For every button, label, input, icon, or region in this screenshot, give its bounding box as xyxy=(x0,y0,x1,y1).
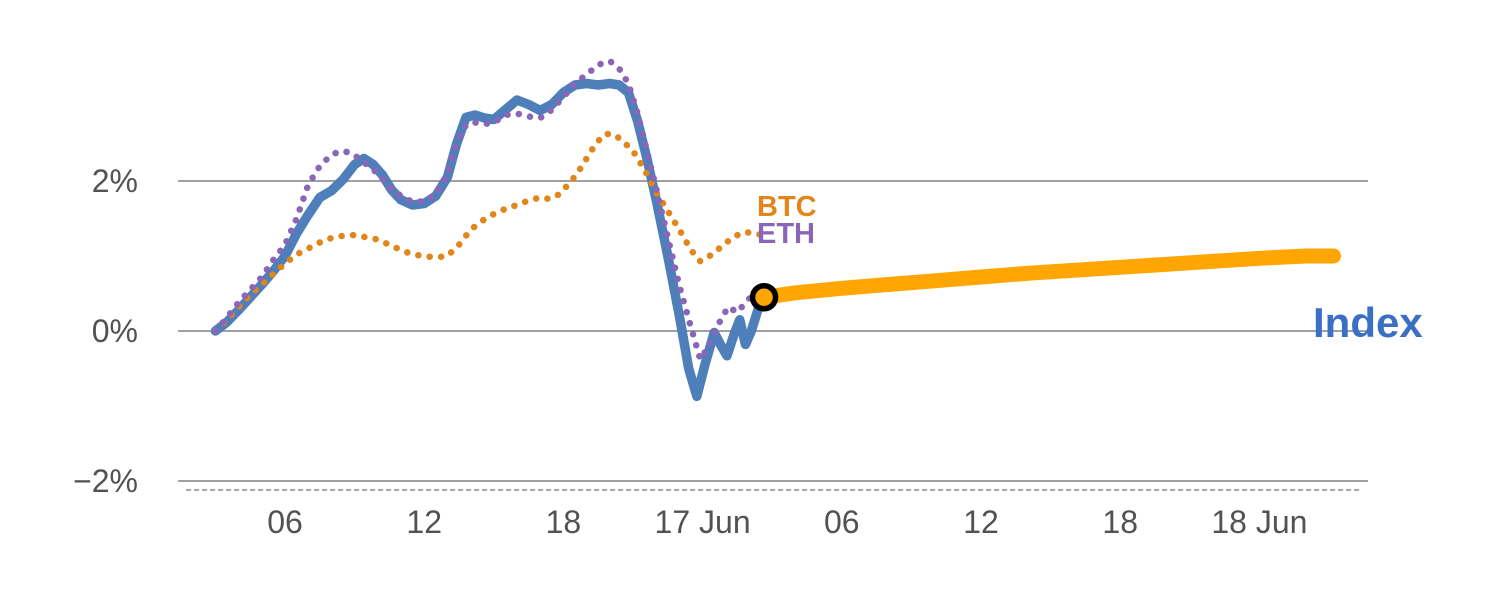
x-tick-label: 18 Jun xyxy=(1211,504,1307,540)
series-line-index-forecast xyxy=(756,248,1342,305)
index-series-label: Index xyxy=(1313,299,1423,346)
y-tick-label: 2% xyxy=(92,163,138,199)
current-value-marker xyxy=(749,283,779,312)
eth-series-label: ETH xyxy=(757,218,815,250)
current-point-marker-layer xyxy=(749,283,779,312)
x-axis-labels: 06 12 18 17 Jun 06 12 18 18 Jun xyxy=(267,504,1307,540)
x-tick-label: 06 xyxy=(824,504,860,540)
x-tick-label: 18 xyxy=(546,504,582,540)
y-tick-label: 0% xyxy=(92,313,138,349)
x-tick-label: 17 Jun xyxy=(655,504,751,540)
y-tick-label: −2% xyxy=(73,463,138,499)
y-axis-labels: 2% 0% −2% xyxy=(73,163,138,499)
x-tick-label: 12 xyxy=(963,504,999,540)
series-label-layer: BTC ETH Index xyxy=(757,191,1423,346)
series-line-btc xyxy=(212,130,769,335)
x-tick-label: 06 xyxy=(267,504,303,540)
series-line-index xyxy=(210,78,769,402)
btc-series-label: BTC xyxy=(757,191,817,223)
series-line-eth xyxy=(212,57,769,363)
series-lines xyxy=(210,57,1342,402)
x-tick-label: 18 xyxy=(1102,504,1138,540)
gridlines xyxy=(178,180,1368,491)
x-tick-label: 12 xyxy=(406,504,442,540)
